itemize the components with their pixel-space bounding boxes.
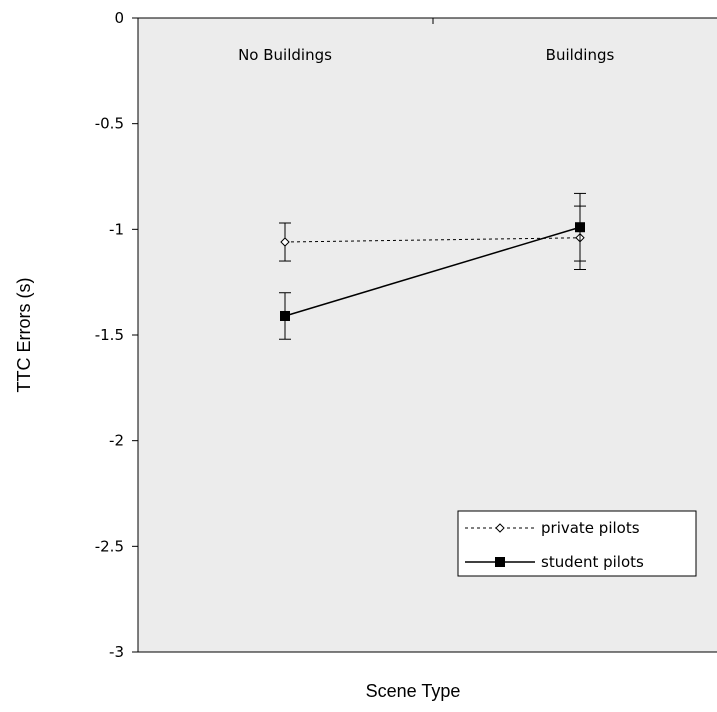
data-point-square [575, 222, 585, 233]
x-category-label: No Buildings [238, 46, 332, 64]
y-tick-label: -2 [109, 432, 124, 450]
y-tick-label: -3 [109, 643, 124, 661]
y-tick-label: -1 [109, 220, 124, 238]
y-axis-title: TTC Errors (s) [14, 278, 34, 393]
category-labels: No Buildings Buildings [238, 46, 614, 64]
x-axis-title: Scene Type [366, 681, 461, 701]
y-tick-label: -1.5 [95, 326, 124, 344]
series-line [284, 226, 581, 317]
legend-marker-diamond [495, 523, 505, 533]
series-line [284, 237, 581, 243]
data-point-diamond [280, 237, 290, 247]
y-tick-label: -0.5 [95, 115, 124, 133]
y-ticks: 0 -0.5 -1 -1.5 -2 -2.5 -3 [95, 9, 138, 661]
x-category-label: Buildings [546, 46, 615, 64]
series-student-pilots [279, 192, 586, 340]
y-tick-label: -2.5 [95, 537, 124, 555]
data-point-square [280, 310, 290, 321]
y-tick-label: 0 [114, 9, 124, 27]
legend-label: private pilots [541, 519, 640, 537]
legend-label: student pilots [541, 553, 644, 571]
legend: private pilots student pilots [457, 510, 697, 577]
series-layer [279, 192, 586, 340]
legend-marker-square [495, 557, 505, 567]
